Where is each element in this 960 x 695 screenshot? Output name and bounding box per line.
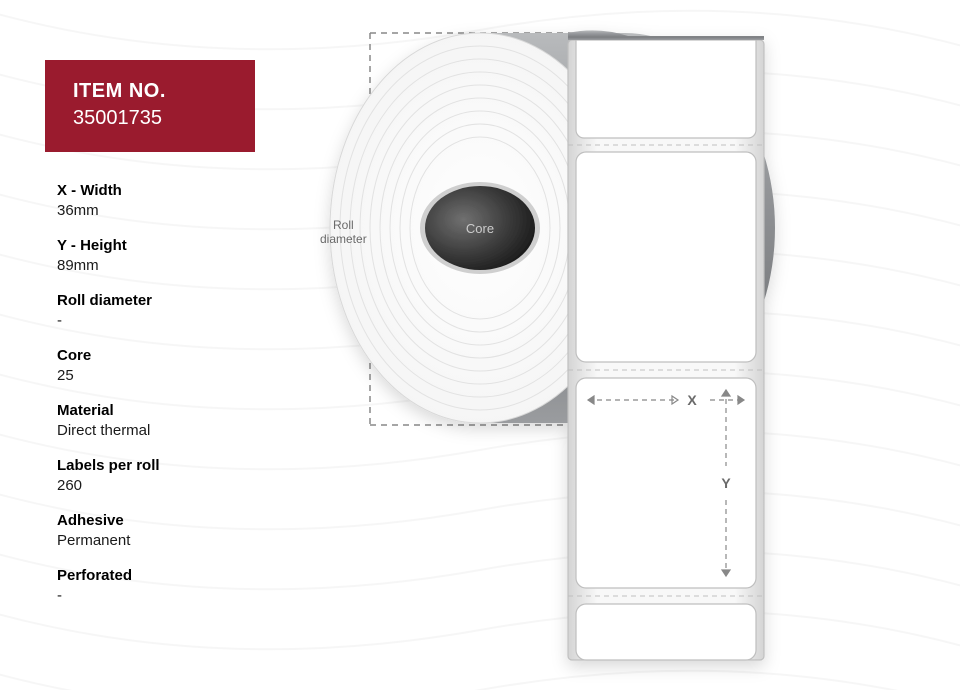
- spec-value: 260: [57, 477, 300, 494]
- spec-value: 25: [57, 367, 300, 384]
- spec-value: Direct thermal: [57, 422, 300, 439]
- spec-label: Core: [57, 347, 300, 364]
- roll-diameter-label: Rolldiameter: [320, 218, 367, 247]
- spec-row: Adhesive Permanent: [57, 512, 300, 549]
- core-text: Core: [466, 221, 494, 236]
- spec-value: 89mm: [57, 257, 300, 274]
- item-number-badge: ITEM NO. 35001735: [45, 60, 255, 152]
- diagram-area: Rolldiameter: [300, 0, 960, 690]
- spec-label: Material: [57, 402, 300, 419]
- spec-value: 36mm: [57, 202, 300, 219]
- spec-label: Adhesive: [57, 512, 300, 529]
- spec-label: Labels per roll: [57, 457, 300, 474]
- item-number-label: ITEM NO.: [73, 80, 227, 103]
- spec-label: Perforated: [57, 567, 300, 584]
- spec-value: -: [57, 587, 300, 604]
- spec-value: Permanent: [57, 532, 300, 549]
- spec-row: Core 25: [57, 347, 300, 384]
- spec-row: Perforated -: [57, 567, 300, 604]
- spec-panel: ITEM NO. 35001735 X - Width 36mm Y - Heigh…: [0, 0, 300, 690]
- spec-row: Roll diameter -: [57, 292, 300, 329]
- y-dim-label: Y: [721, 475, 731, 491]
- spec-row: X - Width 36mm: [57, 182, 300, 219]
- spec-row: Labels per roll 260: [57, 457, 300, 494]
- spec-row: Y - Height 89mm: [57, 237, 300, 274]
- spec-row: Material Direct thermal: [57, 402, 300, 439]
- spec-label: Roll diameter: [57, 292, 300, 309]
- x-dim-label: X: [687, 392, 697, 408]
- item-number-value: 35001735: [73, 107, 227, 130]
- spec-label: X - Width: [57, 182, 300, 199]
- label-roll-diagram: Core: [300, 0, 960, 690]
- label-strip: X Y: [568, 40, 764, 660]
- spec-label: Y - Height: [57, 237, 300, 254]
- spec-list: X - Width 36mm Y - Height 89mm Roll diameter…: [45, 182, 300, 604]
- spec-value: -: [57, 312, 300, 329]
